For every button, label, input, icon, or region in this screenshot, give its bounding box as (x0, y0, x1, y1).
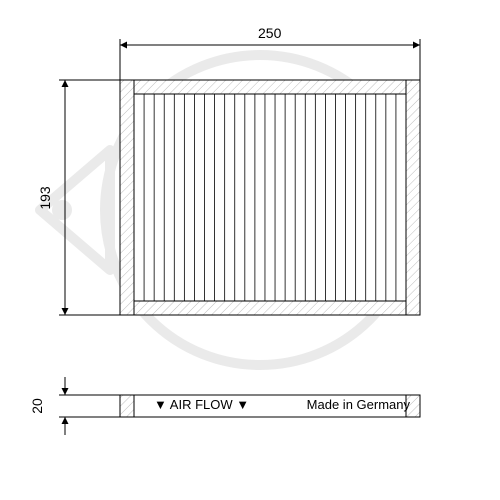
airflow-arrow-right-icon: ▼ (236, 397, 249, 412)
dimension-thickness-label: 20 (29, 398, 45, 414)
drawing-stage: 250 193 20 ▼ AIR FLOW ▼ Made in Germany (0, 0, 500, 500)
dimension-height-label: 193 (37, 186, 53, 209)
airflow-arrow-left-icon: ▼ (154, 397, 167, 412)
dimension-width-label: 250 (258, 25, 281, 41)
airflow-label: ▼ AIR FLOW ▼ (154, 397, 249, 412)
origin-label: Made in Germany (307, 397, 410, 412)
airflow-text: AIR FLOW (170, 397, 233, 412)
